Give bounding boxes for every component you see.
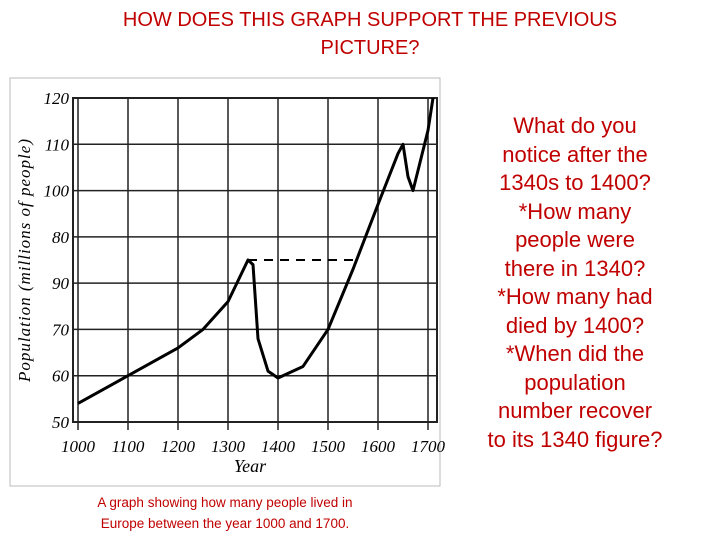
- x-tick-label: 1300: [211, 437, 246, 456]
- title-line: HOW DOES THIS GRAPH SUPPORT THE PREVIOUS: [122, 9, 618, 31]
- y-tick-label: 70: [52, 320, 70, 339]
- caption: A graph showing how many people lived in…: [30, 492, 420, 534]
- x-tick-label: 1700: [411, 437, 446, 456]
- y-axis-label: Population (millions of people): [15, 138, 34, 383]
- question-line: people were: [515, 227, 635, 252]
- question-text: What do you notice after the 1340s to 1400…: [455, 112, 695, 454]
- x-tick-label: 1600: [361, 437, 396, 456]
- caption-line: A graph showing how many people lived in: [97, 495, 353, 510]
- graph-frame: [9, 77, 441, 487]
- slide-title: HOW DOES THIS GRAPH SUPPORT THE PREVIOUS…: [30, 6, 710, 62]
- question-line: What do you: [513, 113, 637, 138]
- y-tick-label: 90: [52, 274, 70, 293]
- chart: Year Population (millions of people) 50 6…: [9, 77, 446, 487]
- y-tick-label: 50: [52, 413, 70, 432]
- plot-border: [72, 97, 438, 423]
- y-tick-label: 80: [52, 228, 70, 247]
- caption-line: Europe between the year 1000 and 1700.: [100, 516, 350, 531]
- y-tick-label: 60: [52, 367, 70, 386]
- question-line: there in 1340?: [504, 255, 646, 281]
- x-tick-label: 1200: [161, 437, 196, 456]
- question-line: population: [524, 369, 626, 395]
- x-tick-label: 1100: [112, 437, 145, 456]
- y-tick-label: 110: [45, 135, 70, 154]
- question-line: *How many: [518, 198, 632, 224]
- x-tick-label: 1500: [311, 437, 346, 456]
- x-axis-label: Year: [234, 456, 267, 476]
- question-line: *When did the: [505, 341, 645, 366]
- y-tick-label: 100: [44, 182, 70, 201]
- y-tick-label: 120: [44, 89, 70, 108]
- x-tick-label: 1400: [261, 437, 296, 456]
- question-line: *How many had: [497, 284, 653, 309]
- population-line: [77, 97, 435, 405]
- question-line: 1340s to 1400?: [499, 170, 651, 195]
- question-line: died by 1400?: [505, 312, 645, 338]
- question-line: number recover: [497, 398, 653, 423]
- question-line: to its 1340 figure?: [487, 426, 663, 452]
- title-line: PICTURE?: [320, 37, 420, 59]
- x-tick-label: 1000: [61, 437, 96, 456]
- question-line: notice after the: [502, 141, 648, 167]
